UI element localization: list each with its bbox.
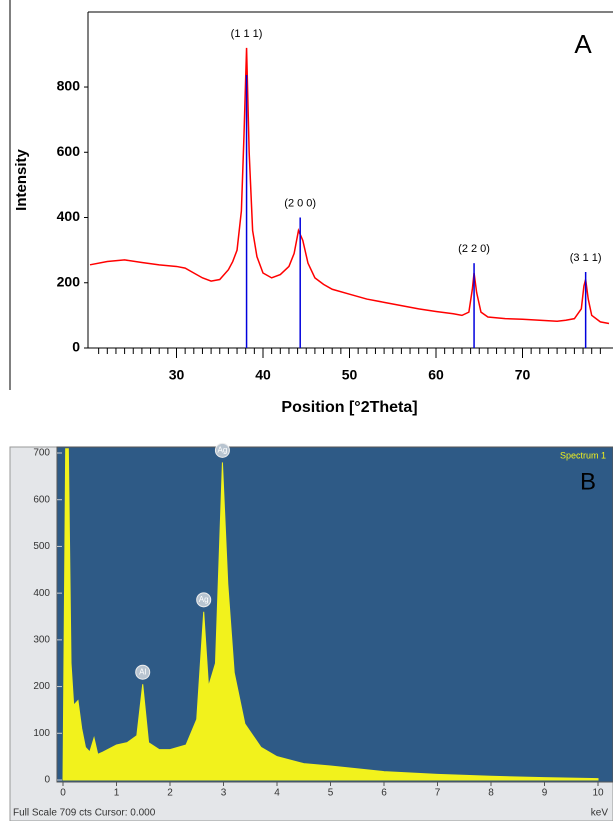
peak-label: (2 2 0) — [458, 243, 490, 255]
x-tick-label: 60 — [428, 367, 444, 383]
panel-label: B — [580, 468, 596, 495]
y-tick-label: 600 — [57, 143, 81, 159]
y-tick-label: 400 — [33, 588, 50, 599]
annotation: Ag — [218, 445, 228, 454]
y-tick-label: 500 — [33, 541, 50, 552]
panel-a — [10, 0, 613, 390]
x-tick-label: 9 — [542, 788, 548, 799]
x-tick-label: 40 — [255, 367, 271, 383]
x-tick-label: 6 — [381, 788, 387, 799]
annotation: Ag — [199, 595, 209, 604]
footer: Full Scale 709 cts Cursor: 0.000 — [13, 808, 156, 819]
y-axis-label: Intensity — [13, 149, 30, 211]
x-axis-label: Position [°2Theta] — [281, 399, 417, 416]
y-tick-label: 700 — [33, 448, 50, 459]
y-tick-label: 200 — [57, 273, 81, 289]
y-tick-label: 300 — [33, 634, 50, 645]
peak-label: (2 0 0) — [284, 197, 316, 209]
y-tick-label: 400 — [57, 208, 81, 224]
page: {"chart_data": [ {"type": "line", "panel… — [0, 0, 613, 821]
panel-label: A — [574, 29, 592, 59]
annotation: Al — [139, 667, 146, 676]
x-unit: keV — [591, 808, 609, 819]
y-tick-label: 0 — [72, 339, 80, 355]
peak-label: (3 1 1) — [570, 252, 602, 264]
figure: 02004006008003040506070(1 1 1)(2 0 0)(2 … — [0, 0, 613, 821]
peak-label: (1 1 1) — [231, 28, 263, 40]
y-tick-label: 600 — [33, 494, 50, 505]
x-tick-label: 3 — [221, 788, 227, 799]
x-tick-label: 30 — [169, 367, 185, 383]
x-tick-label: 70 — [515, 367, 531, 383]
y-tick-label: 800 — [57, 78, 81, 94]
spectrum-label: Spectrum 1 — [560, 450, 606, 460]
x-tick-label: 5 — [328, 788, 334, 799]
y-tick-label: 0 — [44, 775, 50, 786]
x-tick-label: 7 — [435, 788, 441, 799]
y-tick-label: 100 — [33, 728, 50, 739]
y-tick-label: 200 — [33, 681, 50, 692]
data-line — [90, 48, 609, 324]
x-tick-label: 8 — [488, 788, 494, 799]
x-tick-label: 4 — [274, 788, 280, 799]
x-tick-label: 2 — [167, 788, 173, 799]
x-tick-label: 50 — [342, 367, 358, 383]
x-tick-label: 10 — [592, 788, 604, 799]
x-tick-label: 0 — [60, 788, 66, 799]
x-tick-label: 1 — [114, 788, 120, 799]
